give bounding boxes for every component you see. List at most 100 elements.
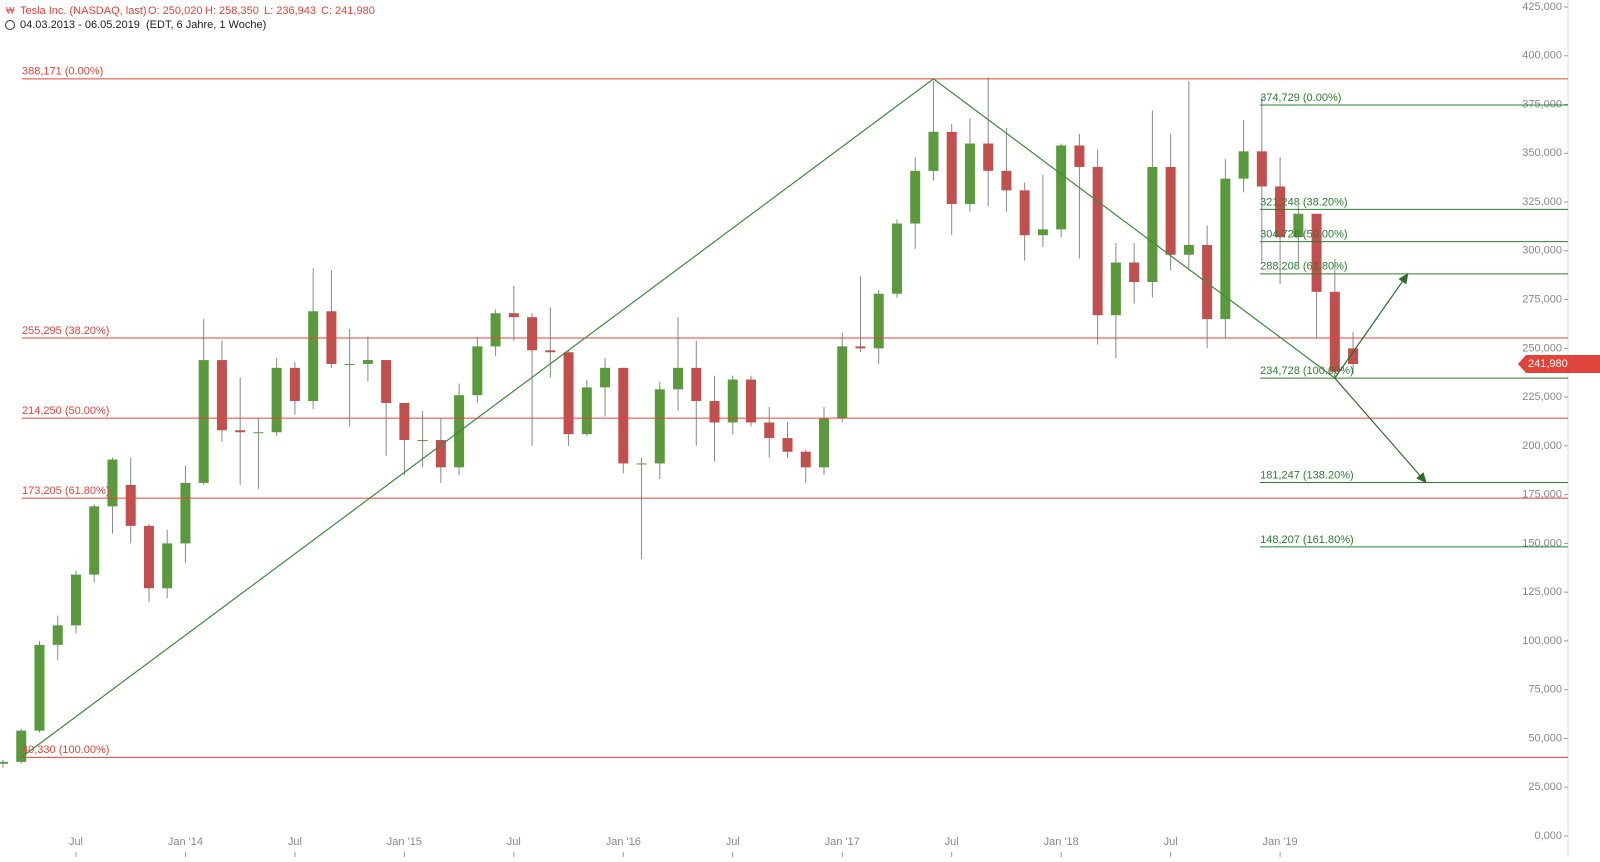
candle-body [271, 367, 282, 433]
info: (EDT, 6 Jahre, 1 Woche) [146, 19, 266, 31]
price-tag [1518, 354, 1600, 373]
y-tick-label: 25,000 [1528, 781, 1562, 793]
y-tick-label: 425,000 [1522, 1, 1562, 13]
candle-body [1220, 178, 1231, 320]
candle-body [1001, 170, 1012, 191]
candle-body [563, 352, 574, 435]
candle-body [1311, 213, 1322, 292]
y-tick-label: 100,000 [1522, 635, 1562, 647]
candle-body [1329, 291, 1340, 372]
y-tick-label: 350,000 [1522, 147, 1562, 159]
candle-body [654, 389, 665, 464]
candle-body [399, 402, 410, 441]
candle-body [472, 346, 483, 396]
candle-body [837, 346, 848, 419]
candle-body [344, 363, 355, 365]
fib-label: 388,171 (0.00%) [22, 66, 103, 78]
y-tick-label: 325,000 [1522, 196, 1562, 208]
fib-label: 181,247 (138.20%) [1260, 469, 1354, 481]
candle-body [1056, 145, 1067, 230]
x-tick-label: Jan '18 [1044, 836, 1079, 848]
candle-body [764, 422, 775, 439]
candle-body [782, 438, 793, 452]
candle-body [1074, 145, 1085, 167]
candle-body [964, 143, 975, 205]
fib-label: 321,248 (38.20%) [1260, 196, 1347, 208]
candle-body [1165, 166, 1176, 255]
candle-body [727, 379, 738, 423]
price-tag-label: 241,980 [1528, 358, 1568, 370]
fib-label: 255,295 (38.20%) [22, 325, 109, 337]
candle-body [362, 360, 373, 364]
x-tick-label: Jan '14 [168, 836, 203, 848]
candle-body [673, 367, 684, 390]
candle-body [1183, 244, 1194, 255]
candle-body [1037, 229, 1048, 236]
candle-body [928, 131, 939, 171]
candle-body [308, 311, 319, 402]
y-tick-label: 375,000 [1522, 98, 1562, 110]
y-tick-label: 225,000 [1522, 391, 1562, 403]
candle-body [818, 418, 829, 468]
candle-body [800, 451, 811, 468]
candle-body [16, 730, 27, 762]
projection-arrow [1334, 377, 1427, 484]
candle-body [545, 350, 556, 353]
y-tick-label: 250,000 [1522, 342, 1562, 354]
candle-body [946, 131, 957, 205]
candle-body [1256, 151, 1267, 187]
candle-body [983, 143, 994, 171]
candle-body [0, 761, 8, 764]
fib-label: 304,728 (50.00%) [1260, 229, 1347, 241]
x-tick-label: Jan '15 [387, 836, 422, 848]
candle-body [581, 387, 592, 435]
candle-body [490, 313, 501, 347]
candle-body [873, 293, 884, 349]
x-tick-label: Jan '17 [825, 836, 860, 848]
projection-arrow [1334, 272, 1409, 379]
candle-body [417, 440, 428, 442]
candle-body [1275, 186, 1286, 238]
y-tick-label: 50,000 [1528, 732, 1562, 744]
candle-body [143, 525, 154, 589]
candle-body [1092, 166, 1103, 316]
candle-body [508, 313, 519, 318]
candle-body [235, 430, 246, 433]
y-tick-label: 300,000 [1522, 245, 1562, 257]
candle-body [435, 440, 446, 468]
x-tick-label: Jan '16 [606, 836, 641, 848]
close: C: 241,980 [321, 5, 375, 17]
candle-body [636, 463, 647, 465]
candle-body [910, 170, 921, 224]
candle-body [1019, 190, 1030, 236]
y-tick-label: 275,000 [1522, 293, 1562, 305]
candle-body [709, 401, 720, 423]
y-tick-label: 400,000 [1522, 50, 1562, 62]
y-tick-label: 75,000 [1528, 684, 1562, 696]
x-tick-label: Jul [507, 836, 521, 848]
fib-label: 288,208 (61.80%) [1260, 261, 1347, 273]
candle-body [618, 367, 629, 464]
candle-body [1202, 244, 1213, 320]
y-tick-label: 150,000 [1522, 537, 1562, 549]
open: O: 250,020 [148, 5, 202, 17]
candle-body [216, 360, 227, 431]
x-tick-label: Jul [945, 836, 959, 848]
candle-body [600, 367, 611, 388]
clock-icon [5, 20, 15, 30]
y-tick-label: 0,000 [1534, 830, 1562, 842]
candle-body [125, 484, 136, 526]
candle-body [253, 432, 264, 434]
candle-body [746, 379, 757, 423]
candle-body [855, 346, 866, 349]
candle-body [198, 360, 209, 483]
icon: ₩ [6, 5, 15, 15]
date-range: 04.03.2013 - 06.05.2019 [20, 19, 140, 31]
x-tick-label: Jul [726, 836, 740, 848]
low: L: 236,943 [264, 5, 316, 17]
candle-body [381, 360, 392, 403]
candle-body [70, 574, 81, 626]
candle-body [1348, 348, 1359, 364]
candle-body [691, 367, 702, 402]
